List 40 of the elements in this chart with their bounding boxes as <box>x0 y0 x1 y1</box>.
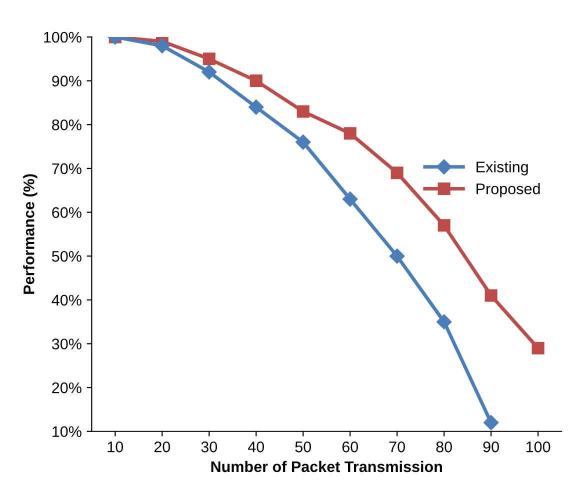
point <box>248 100 264 115</box>
legend-label: Existing <box>476 161 528 176</box>
point <box>390 248 405 264</box>
y-tick-label: 40% <box>52 294 82 306</box>
y-tick-label: 10% <box>52 426 82 438</box>
x-axis-title: Number of Packet Transmission <box>211 460 442 472</box>
y-tick-label: 90% <box>52 76 82 86</box>
y-tick-label: 60% <box>52 207 82 218</box>
y-tick-label: 80% <box>52 119 82 130</box>
point <box>438 219 450 232</box>
y-tick-label: 100% <box>44 32 82 43</box>
y-tick-label: 50% <box>52 250 82 262</box>
point <box>532 342 544 354</box>
y-tick-label: 20% <box>52 382 82 394</box>
point <box>344 127 356 140</box>
x-tick-label: 80 <box>436 442 452 452</box>
point <box>390 166 404 180</box>
x-tick-label: 70 <box>389 442 405 452</box>
x-tick-label: 100 <box>526 442 550 452</box>
point <box>154 38 170 54</box>
x-tick-label: 30 <box>201 442 218 452</box>
legend-label: Proposed <box>476 183 540 198</box>
point <box>483 415 499 430</box>
y-tick-label: 70% <box>52 163 82 174</box>
point <box>342 192 358 207</box>
y-tick-label: 30% <box>52 338 82 350</box>
x-tick-label: 20 <box>154 442 170 452</box>
point <box>296 134 311 150</box>
x-tick-label: 50 <box>295 442 312 452</box>
x-tick-label: 60 <box>342 442 358 452</box>
point <box>484 289 498 302</box>
x-tick-label: 90 <box>483 442 499 452</box>
y-axis-title: Performance (%) <box>23 174 38 294</box>
x-tick-label: 10 <box>108 442 124 452</box>
point <box>296 105 310 118</box>
point <box>202 64 217 80</box>
point <box>202 52 216 66</box>
x-tick-label: 40 <box>248 442 264 452</box>
point <box>436 314 452 330</box>
point <box>250 74 262 88</box>
